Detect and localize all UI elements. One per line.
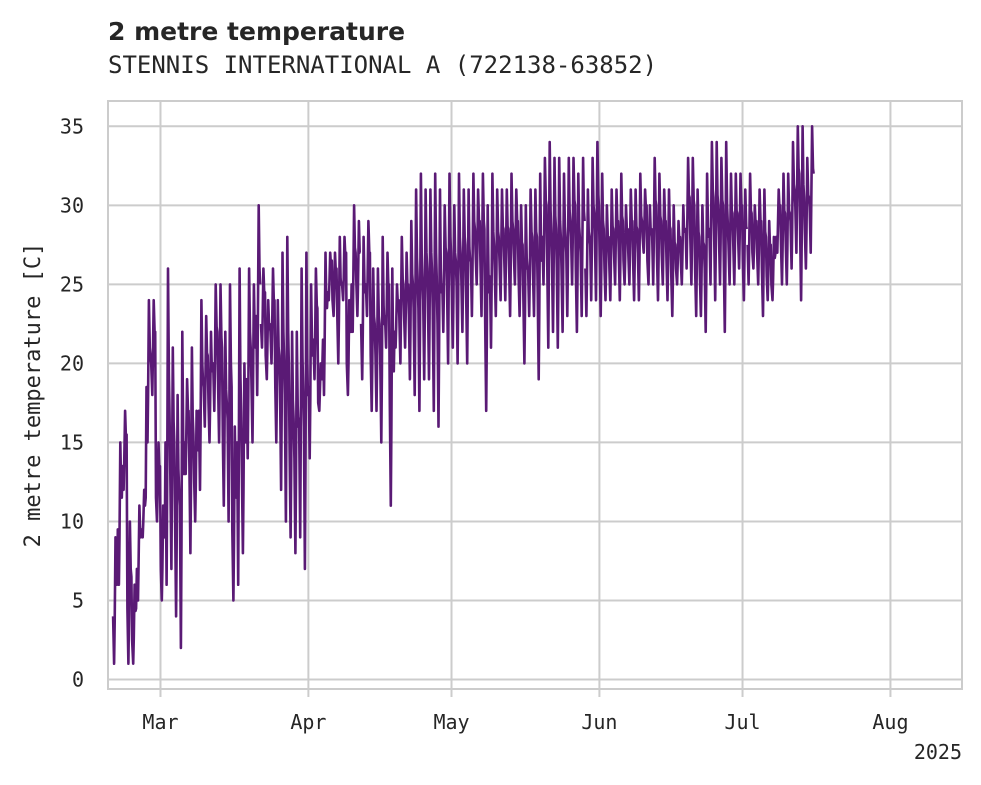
series-line	[259, 204, 361, 571]
x-tick-label: Mar	[142, 710, 178, 734]
y-tick-label: 10	[60, 509, 84, 533]
series-line	[359, 140, 586, 507]
x-tick-label: Aug	[872, 710, 908, 734]
y-tick-label: 0	[72, 668, 84, 692]
series-line	[746, 125, 815, 318]
x-tick-labels: Mar Apr May Jun Jul Aug	[142, 710, 908, 734]
x-axis-year-label: 2025	[914, 740, 962, 764]
x-tick-label: Jul	[724, 710, 760, 734]
chart-title: 2 metre temperature	[108, 17, 406, 46]
y-tick-labels: 0 5 10 15 20 25 30 35	[60, 114, 84, 691]
y-axis-label: 2 metre temperature [C]	[21, 243, 46, 548]
x-tick-label: Apr	[290, 710, 326, 734]
series-line-group	[111, 125, 815, 665]
y-tick-label: 15	[60, 430, 84, 454]
x-tick-label: Jun	[581, 710, 617, 734]
chart-subtitle: STENNIS INTERNATIONAL A (722138-63852)	[108, 51, 658, 79]
y-tick-label: 20	[60, 351, 84, 375]
y-tick-label: 35	[60, 114, 84, 138]
series-line	[111, 204, 262, 665]
x-tick-label: May	[433, 710, 469, 734]
series-line	[584, 140, 749, 334]
y-tick-label: 25	[60, 272, 84, 296]
y-tick-label: 5	[72, 588, 84, 612]
y-tick-label: 30	[60, 193, 84, 217]
plot-frame	[107, 100, 963, 690]
